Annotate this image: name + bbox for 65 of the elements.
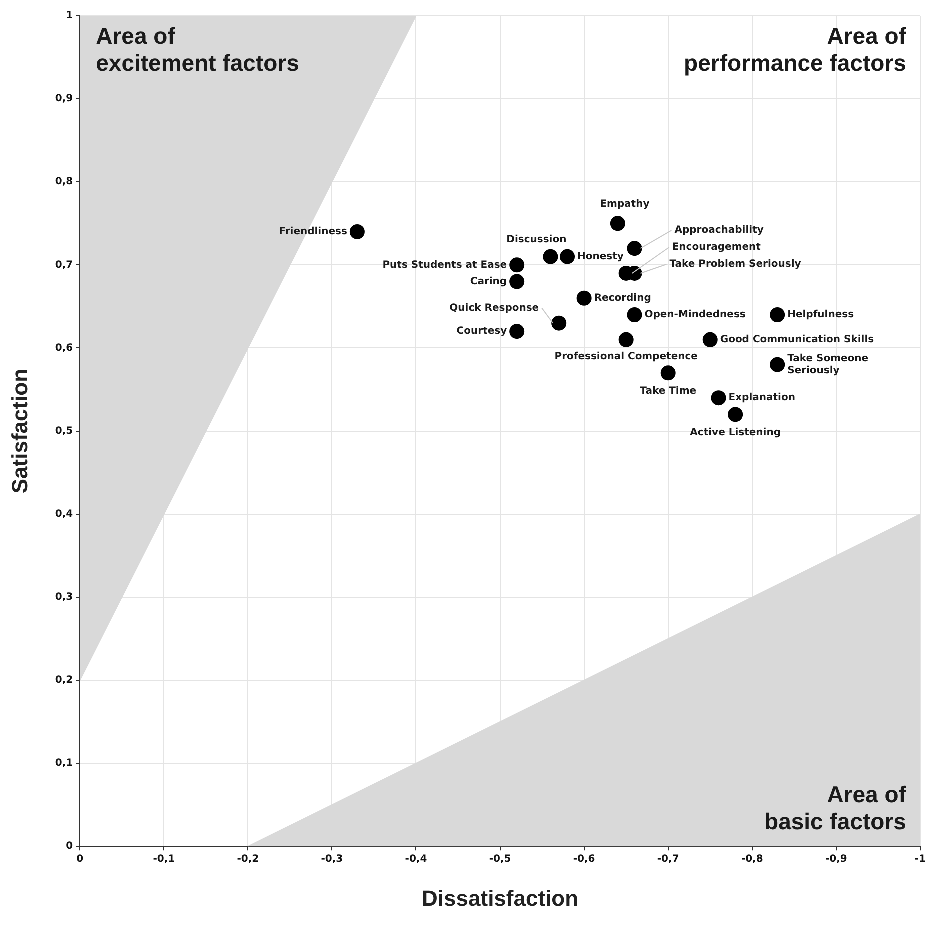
point bbox=[728, 407, 744, 422]
y-tick-label: 0,5 bbox=[55, 426, 74, 437]
x-tick-label: -0,7 bbox=[657, 854, 680, 866]
annotation: Empathy bbox=[600, 199, 650, 210]
annotation: Area of performance factors bbox=[684, 22, 907, 76]
point bbox=[610, 216, 626, 232]
point bbox=[350, 224, 365, 240]
x-tick-label: -0,5 bbox=[489, 854, 512, 866]
point bbox=[770, 357, 786, 372]
annotation: Quick Response bbox=[450, 302, 540, 314]
annotation: Recording bbox=[594, 293, 652, 304]
point bbox=[618, 332, 634, 348]
x-tick-label: -0,1 bbox=[153, 854, 176, 866]
annotation: Encouragement bbox=[672, 242, 762, 254]
x-tick-label: 0 bbox=[76, 854, 84, 866]
point bbox=[510, 258, 525, 273]
annotation: Take Someone Seriously bbox=[788, 353, 869, 376]
annotation: Friendliness bbox=[279, 226, 348, 238]
point bbox=[702, 332, 718, 348]
annotation: Helpfulness bbox=[788, 310, 854, 321]
y-tick-label: 0,7 bbox=[55, 260, 74, 271]
annotation: Take Time bbox=[640, 386, 697, 397]
annotation: Professional Competence bbox=[554, 352, 698, 363]
y-tick-label: 0,9 bbox=[55, 94, 74, 105]
annotation: Courtesy bbox=[456, 326, 508, 338]
point bbox=[770, 308, 786, 323]
annotation: Area of excitement factors bbox=[96, 22, 300, 76]
x-tick-label: -0,4 bbox=[405, 854, 428, 866]
annotation: Approachability bbox=[674, 225, 764, 236]
point bbox=[552, 316, 567, 331]
point bbox=[543, 249, 558, 264]
x-tick-label: -0,9 bbox=[825, 854, 848, 866]
annotation: Caring bbox=[470, 276, 508, 288]
x-axis-title: Dissatisfaction bbox=[422, 886, 579, 911]
x-tick-label: -0,8 bbox=[741, 854, 764, 866]
y-tick-label: 0,8 bbox=[55, 176, 74, 188]
x-tick-label: -0,6 bbox=[573, 854, 596, 866]
point bbox=[627, 308, 642, 323]
y-tick-label: 0,3 bbox=[55, 592, 74, 604]
point bbox=[576, 290, 592, 306]
y-axis-title: Satisfaction bbox=[7, 368, 32, 494]
point bbox=[510, 324, 525, 340]
y-tick-label: 0,1 bbox=[55, 758, 74, 770]
point bbox=[560, 249, 576, 264]
annotation: Honesty bbox=[578, 251, 624, 262]
y-tick-label: 0 bbox=[66, 841, 74, 852]
annotation: Take Problem Seriously bbox=[670, 259, 802, 270]
y-tick-label: 0,4 bbox=[55, 508, 74, 520]
point bbox=[627, 241, 642, 256]
annotation: Open-Mindedness bbox=[644, 310, 746, 321]
point bbox=[510, 274, 525, 290]
y-tick-label: 0,6 bbox=[55, 342, 74, 354]
point bbox=[660, 366, 676, 381]
annotation: Discussion bbox=[506, 234, 567, 246]
annotation: Good Communication Skills bbox=[720, 334, 874, 346]
x-tick-label: -0,3 bbox=[321, 854, 344, 866]
point bbox=[711, 390, 726, 406]
y-tick-label: 0,2 bbox=[55, 675, 74, 686]
annotation: Area of basic factors bbox=[764, 781, 907, 834]
annotation: Puts Students at Ease bbox=[382, 260, 508, 271]
x-tick-label: -1 bbox=[914, 854, 926, 866]
y-tick-label: 1 bbox=[66, 10, 74, 22]
x-tick-label: -0,2 bbox=[237, 854, 260, 866]
annotation: Active Listening bbox=[690, 427, 781, 438]
annotation: Explanation bbox=[728, 392, 796, 404]
